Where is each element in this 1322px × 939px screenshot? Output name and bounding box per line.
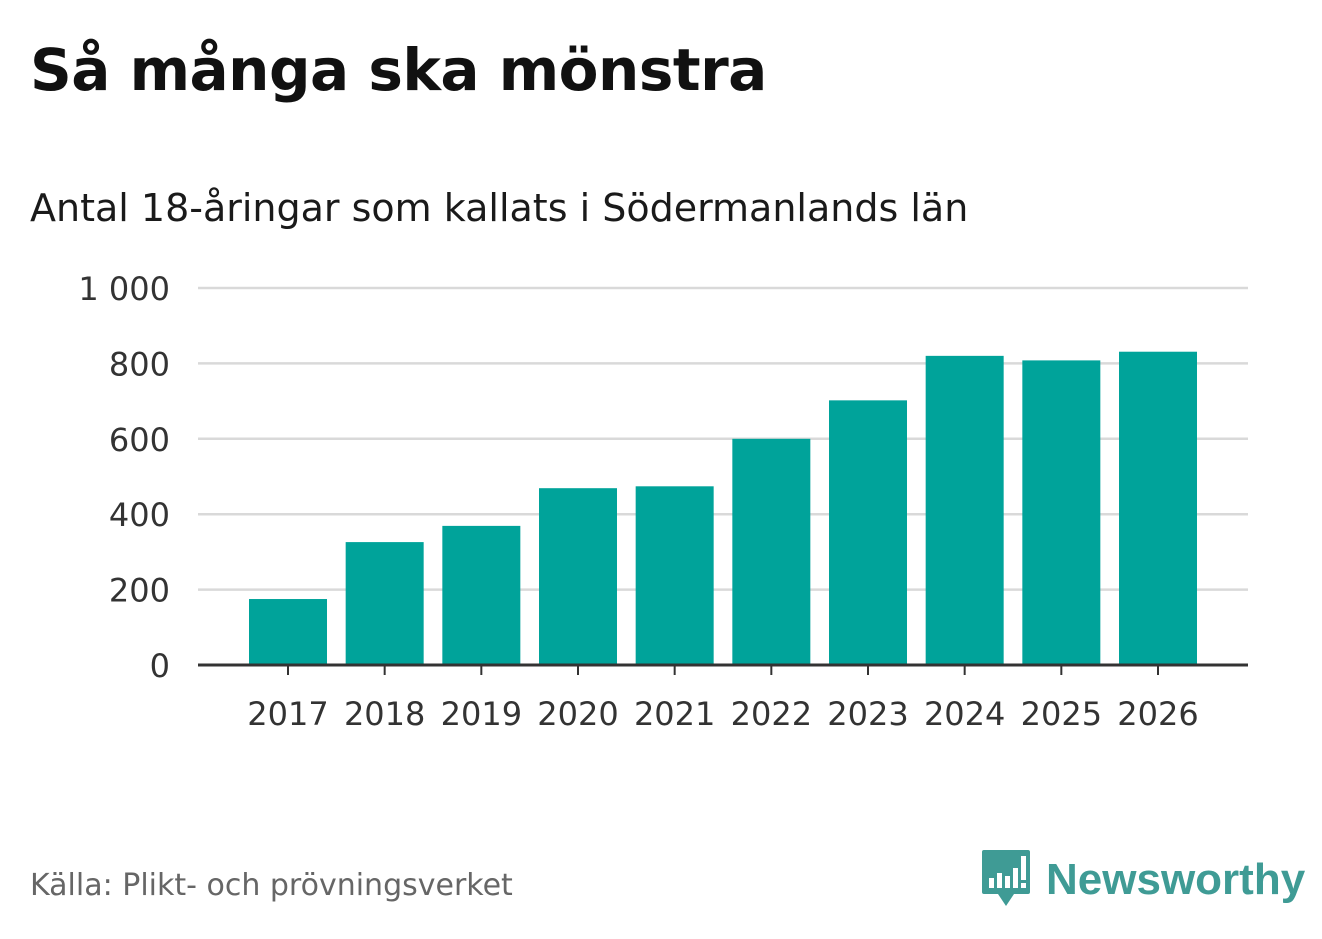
- y-tick-label: 400: [109, 496, 170, 534]
- bar-2021: [635, 486, 714, 665]
- x-tick-label: 2026: [1117, 695, 1198, 733]
- x-tick-label: 2017: [247, 695, 328, 733]
- y-tick-label: 1 000: [78, 270, 170, 308]
- x-tick-label: 2022: [731, 695, 812, 733]
- x-tick-label: 2020: [537, 695, 618, 733]
- y-tick-label: 200: [109, 572, 170, 610]
- brand-logo: Newsworthy: [980, 848, 1305, 912]
- y-tick-label: 0: [150, 647, 170, 685]
- bar-2022: [732, 438, 811, 665]
- x-tick-label: 2025: [1021, 695, 1102, 733]
- brand-name: Newsworthy: [1046, 855, 1306, 904]
- bar-2018: [345, 542, 424, 665]
- newsworthy-chart-icon: [982, 850, 1030, 906]
- bar-2020: [539, 488, 617, 665]
- chart-title: Så många ska mönstra: [30, 36, 767, 104]
- y-axis-ticks: 0 200 400 600 800 1 000: [78, 270, 170, 685]
- x-tick-label: 2019: [441, 695, 522, 733]
- x-tick-label: 2024: [924, 695, 1005, 733]
- y-tick-label: 600: [109, 421, 170, 459]
- bar-2026: [1119, 351, 1197, 665]
- x-tick-label: 2018: [344, 695, 425, 733]
- bar-2023: [829, 400, 907, 665]
- bars: [249, 351, 1197, 665]
- bar-2025: [1022, 360, 1101, 665]
- source-note: Källa: Plikt- och prövningsverket: [30, 868, 513, 903]
- x-axis-ticks: 2017 2018 2019 2020 2021 2022 2023 2024 2025 2026: [247, 665, 1199, 733]
- y-tick-label: 800: [109, 345, 170, 383]
- bar-2024: [925, 355, 1004, 665]
- bar-2019: [442, 525, 521, 665]
- bar-2017: [249, 599, 327, 665]
- x-tick-label: 2023: [827, 695, 908, 733]
- chart-subtitle: Antal 18-åringar som kallats i Södermanl…: [30, 186, 969, 230]
- x-tick-label: 2021: [634, 695, 715, 733]
